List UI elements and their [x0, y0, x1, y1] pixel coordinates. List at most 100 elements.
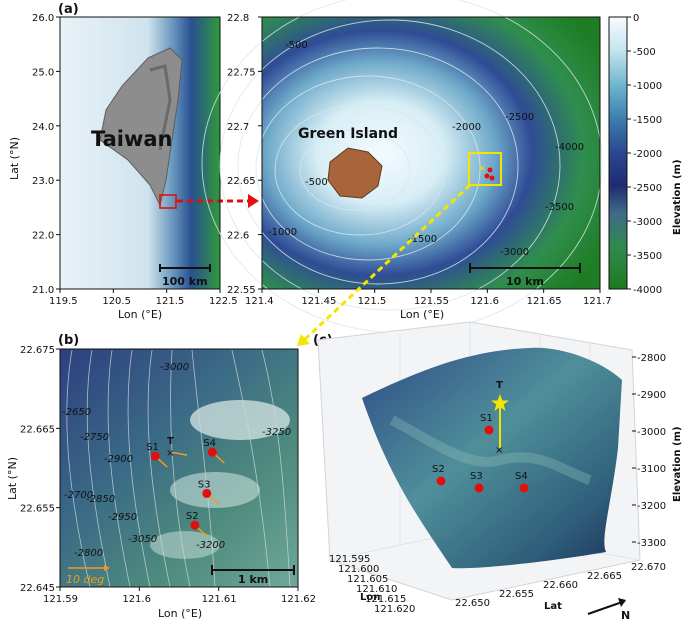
taiwan-xtick-label: 119.5	[49, 296, 78, 307]
surface-station-label: S1	[480, 413, 493, 424]
surface-lat-tick-label: 22.655	[499, 589, 534, 600]
station-label: S2	[186, 511, 199, 522]
surface-lon-tick-label: 121.605	[347, 574, 388, 585]
surface-station-marker	[484, 425, 494, 435]
zoom-ylabel: Lat (°N)	[6, 457, 19, 500]
zoom-contours	[66, 349, 291, 588]
station-marker	[202, 488, 212, 498]
station-marker	[207, 447, 217, 457]
survey-area-box	[468, 152, 502, 186]
surface-lon-tick-label: 121.620	[374, 604, 415, 615]
green-island-contour-label: -3500	[545, 202, 574, 213]
zoom-contour-label: -3250	[262, 427, 291, 438]
colorbar-tick-label: -500	[633, 47, 656, 58]
surface-stations: S1 S2 S3 S4 T ×	[432, 380, 529, 493]
taiwan-map-frame	[59, 16, 221, 290]
zoom-xtick-label: 121.61	[202, 594, 237, 605]
zoom-ytick-label: 22.645	[20, 583, 55, 594]
zoom-xtick-label: 121.6	[122, 594, 151, 605]
green-island-ytick-label: 22.6	[227, 231, 249, 242]
survey-area-transponder-mark: ×	[478, 163, 486, 174]
colorbar-label: Elevation (m)	[672, 159, 683, 235]
taiwan-ytick-label: 26.0	[32, 13, 54, 24]
green-island-xtick-label: 121.7	[583, 296, 612, 307]
green-island-xtick-label: 121.55	[414, 296, 449, 307]
zoom-ytick-label: 22.675	[20, 345, 55, 356]
green-island-xtick-label: 121.6	[470, 296, 499, 307]
zoom-map-frame	[59, 348, 299, 588]
colorbar-tick-label: -4000	[633, 285, 662, 296]
green-island-shape	[327, 147, 383, 199]
green-island-box	[159, 194, 177, 209]
zoom-contour-label: -2900	[104, 454, 133, 465]
zoom-xtick-label: 121.62	[281, 594, 316, 605]
green-island-label: Green Island	[298, 126, 398, 142]
taiwan-xtick-label: 120.5	[102, 296, 131, 307]
colorbar-gradient	[608, 16, 628, 290]
panel-b-label: (b)	[58, 333, 79, 348]
taiwan-label: Taiwan	[91, 127, 173, 151]
transponder-label: T	[167, 436, 174, 447]
station-label: S4	[203, 438, 216, 449]
colorbar-tick-label: 0	[633, 13, 639, 24]
surface-station-marker	[474, 483, 484, 493]
green-island-contour-label: -500	[285, 40, 308, 51]
taiwan-ytick-label: 24.0	[32, 122, 54, 133]
surface-lon-tick-label: 121.595	[329, 554, 370, 565]
green-island-ytick-label: 22.8	[227, 13, 249, 24]
transponder-star	[491, 394, 509, 411]
zoom-contour-label: -2700	[64, 490, 93, 501]
green-island-xtick-label: 121.45	[301, 296, 336, 307]
taiwan-xtick-label: 122.5	[209, 296, 238, 307]
green-island-axis-ticks: 121.4 121.45 121.5 121.55 121.6 121.65 121.7 22…	[227, 13, 612, 307]
zoom-arrow-yellow-head	[297, 334, 310, 346]
zoom-contour-label: -2650	[62, 407, 91, 418]
surface-lat-label: Lat	[544, 601, 562, 612]
surface-lon-label: Lon	[360, 592, 380, 603]
taiwan-xtick-label: 121.5	[156, 296, 185, 307]
colorbar-ticks: 0 -500 -1000 -1500 -2000 -2500 -3000 -3500 -4000	[627, 13, 662, 296]
north-label: N	[621, 609, 630, 622]
taiwan-axis-ticks: 119.5 120.5 121.5 122.5 26.0 25.0 24.0 23.0 22.0…	[32, 13, 238, 307]
surface-lat-tick-label: 22.670	[631, 562, 666, 573]
surface-lat-tick-label: 22.650	[455, 598, 490, 609]
taiwan-ytick-label: 25.0	[32, 67, 54, 78]
survey-area-station-dot-3	[489, 175, 495, 181]
green-island-xtick-label: 121.4	[245, 296, 274, 307]
green-island-ytick-label: 22.55	[227, 285, 256, 296]
station-marker	[190, 520, 200, 530]
elevation-colorbar: 0 -500 -1000 -1500 -2000 -2500 -3000 -3500 -4000…	[608, 13, 683, 296]
surface-ztick-label: -2800	[637, 353, 666, 364]
taiwan-ytick-label: 22.0	[32, 231, 54, 242]
green-island-contour-label: -2500	[505, 112, 534, 123]
surface-ztick-label: -3200	[637, 501, 666, 512]
surface-station-marker	[436, 476, 446, 486]
zoom-contour-label: -3050	[128, 534, 157, 545]
green-island-contour-label: -1000	[268, 227, 297, 238]
colorbar-tick-label: -1500	[633, 115, 662, 126]
surface-lon-tick-label: 121.615	[365, 594, 406, 605]
survey-area-station-dot-1	[487, 167, 493, 173]
green-island-map: Green Island -500 -500 -1500 -2500 -3500 -200…	[201, 0, 603, 334]
taiwan-ytick-label: 21.0	[32, 285, 54, 296]
surface-axis-ticks: -2800-2900-3000-3100-3200-3300121.595121…	[329, 353, 666, 615]
zoom-contour-label: -2950	[108, 512, 137, 523]
surface-transponder-label: T	[496, 380, 503, 391]
transponder-marker: ×	[166, 448, 174, 459]
zoom-ytick-label: 22.655	[20, 504, 55, 515]
colorbar-tick-label: -2500	[633, 183, 662, 194]
surface-lon-tick-label: 121.600	[338, 564, 379, 575]
colorbar-tick-label: -3000	[633, 217, 662, 228]
surface-lon-tick-label: 121.610	[356, 584, 397, 595]
station-marker	[150, 451, 160, 461]
colorbar-tick-label: -2000	[633, 149, 662, 160]
taiwan-ytick-label: 23.0	[32, 176, 54, 187]
zoom-map: -2650 -2750 -2900 -2850 -2950 -3050 -3200 -2800…	[59, 348, 299, 588]
taiwan-xlabel: Lon (°E)	[118, 308, 162, 321]
surface-station-marker	[519, 483, 529, 493]
zoom-ytick-label: 22.665	[20, 424, 55, 435]
survey-area-station-dot-2	[484, 173, 490, 179]
surface-3d: S1 S2 S3 S4 T ×	[317, 321, 641, 601]
zoom-contour-label: -2800	[74, 548, 103, 559]
north-arrow	[587, 600, 626, 615]
